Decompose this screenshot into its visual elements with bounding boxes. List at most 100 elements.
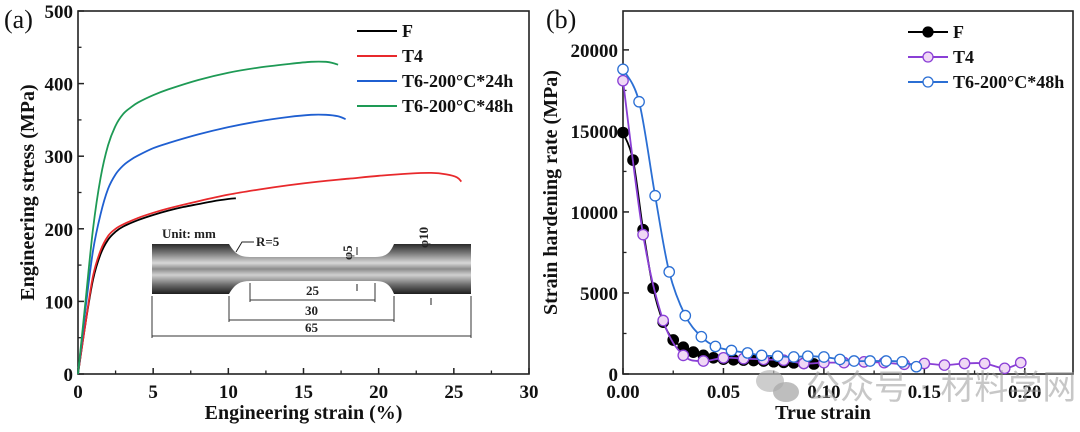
y-tick-label: 0	[609, 365, 619, 386]
dimension-label: 65	[305, 320, 319, 335]
panel-b-legend: F T4 T6-200°C*48h	[908, 22, 1064, 92]
legend-item: F	[357, 21, 413, 41]
series-line	[622, 80, 1022, 370]
x-tick-label: 30	[520, 382, 539, 403]
data-point	[978, 357, 991, 370]
series-line	[77, 113, 346, 375]
legend-label: F	[953, 22, 964, 42]
panel-b: (b) 0.00 0.05 0.10 0.15 0.20 0 5000 10000 15000 2…	[540, 5, 1074, 424]
x-tick-label: 20	[369, 382, 388, 403]
legend-item: F	[908, 22, 964, 42]
x-tick-label: 25	[444, 382, 463, 403]
data-point	[649, 189, 661, 202]
panel-b-plot-frame	[622, 10, 1074, 375]
specimen-inset: Unit: mm R=5 φ5 φ10 25 30 65	[151, 226, 472, 338]
panel-b-y-axis-title: Strain hardening rate (MPa)	[540, 70, 562, 315]
specimen-gauge-section	[229, 244, 394, 294]
legend-label: T4	[402, 46, 423, 66]
x-tick-label: 0	[73, 382, 83, 403]
y-tick-label: 200	[45, 220, 74, 241]
data-point	[687, 346, 700, 358]
series-t6-200-c-24h	[77, 113, 346, 375]
legend-item: T6-200°C*48h	[908, 72, 1064, 92]
inset-radius-label: R=5	[256, 234, 280, 249]
series-line	[622, 132, 814, 365]
data-point	[818, 351, 830, 363]
panel-b-label: (b)	[546, 5, 576, 34]
x-tick-label: 0.15	[908, 382, 941, 403]
dimension-label: 25	[306, 283, 320, 298]
dimension-line: 25	[249, 283, 376, 302]
data-point	[848, 355, 860, 367]
y-tick-label: 0	[64, 365, 74, 386]
data-point	[679, 309, 692, 322]
legend-label: T6-200°C*24h	[402, 71, 513, 91]
y-tick-label: 500	[45, 2, 74, 23]
x-tick-label: 0.00	[606, 382, 639, 403]
data-point	[709, 340, 722, 353]
data-point	[663, 266, 676, 278]
panel-b-x-axis-title: True strain	[775, 402, 871, 424]
legend-item: T6-200°C*24h	[357, 71, 513, 91]
wechat-icon	[756, 370, 799, 402]
legend-label: T6-200°C*48h	[953, 72, 1064, 92]
series-line	[77, 197, 236, 375]
data-point	[1014, 356, 1027, 369]
legend-item: T6-200°C*48h	[357, 96, 513, 116]
series-t6-200-c-48h	[77, 60, 339, 375]
data-point	[755, 349, 768, 362]
y-tick-label: 100	[45, 292, 74, 313]
series-t4	[77, 171, 463, 375]
data-point	[697, 355, 710, 367]
y-tick-label: 300	[45, 147, 74, 168]
data-point	[617, 74, 629, 87]
data-point	[998, 362, 1011, 375]
data-point	[617, 126, 629, 139]
data-point	[771, 350, 784, 363]
panel-b-series	[617, 63, 1027, 375]
legend-marker	[922, 76, 934, 88]
data-point	[801, 350, 814, 363]
panel-a-y-axis-title: Engineering stress (MPa)	[17, 84, 39, 300]
data-point	[637, 228, 649, 241]
legend-label: T4	[953, 47, 974, 67]
data-point	[880, 355, 893, 367]
data-point	[717, 351, 730, 364]
series-t6-200-c-48h	[617, 63, 923, 373]
series-f	[617, 126, 820, 370]
inset-unit-label: Unit: mm	[162, 226, 216, 241]
panel-a-legend: F T4 T6-200°C*24h T6-200°C*48h	[357, 21, 513, 116]
panel-b-axis-ticks: 0.00 0.05 0.10 0.15 0.20 0 5000 10000 15000 20000	[571, 41, 1042, 403]
series-line	[77, 171, 463, 375]
data-point	[707, 351, 720, 364]
data-point	[938, 359, 951, 371]
panel-a-series	[77, 60, 463, 375]
x-tick-label: 5	[148, 382, 158, 403]
legend-marker	[922, 26, 934, 38]
x-tick-label: 10	[219, 382, 238, 403]
inset-grip-diameter-label: φ10	[416, 227, 431, 248]
data-point	[617, 63, 629, 76]
panel-a-x-axis-title: Engineering strain (%)	[205, 402, 403, 424]
legend-item: T4	[357, 46, 423, 66]
data-point	[787, 351, 800, 363]
data-point	[958, 357, 971, 370]
y-tick-label: 20000	[571, 41, 619, 62]
data-point	[910, 360, 923, 373]
data-point	[677, 349, 690, 362]
x-tick-label: 15	[294, 382, 313, 403]
y-tick-label: 10000	[571, 203, 619, 224]
data-point	[896, 355, 909, 368]
panel-a-label: (a)	[4, 5, 33, 34]
specimen-left-grip	[152, 244, 229, 294]
legend-item: T4	[908, 47, 974, 67]
watermark-text: 公众号 · 材料学网	[806, 368, 1076, 408]
x-tick-label: 0.10	[807, 382, 840, 403]
y-tick-label: 400	[45, 75, 74, 96]
y-tick-label: 15000	[571, 122, 619, 143]
series-line	[77, 60, 339, 375]
data-point	[633, 95, 645, 108]
